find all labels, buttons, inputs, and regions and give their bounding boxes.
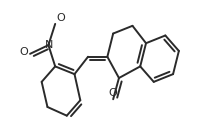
- Text: N: N: [45, 40, 53, 50]
- Text: O: O: [108, 88, 117, 98]
- Text: O: O: [56, 13, 65, 23]
- Text: O: O: [20, 47, 28, 57]
